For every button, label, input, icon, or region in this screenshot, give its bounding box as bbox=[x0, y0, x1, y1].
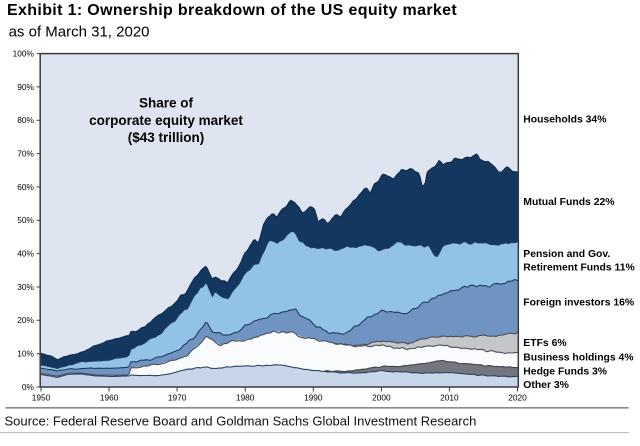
svg-text:corporate equity market: corporate equity market bbox=[89, 113, 243, 128]
svg-text:ETFs 6%: ETFs 6% bbox=[523, 338, 566, 349]
svg-text:Pension and Gov.: Pension and Gov. bbox=[523, 249, 610, 260]
svg-text:20%: 20% bbox=[17, 315, 34, 325]
svg-text:60%: 60% bbox=[17, 182, 34, 192]
svg-text:90%: 90% bbox=[17, 82, 34, 92]
svg-text:1970: 1970 bbox=[168, 393, 187, 403]
svg-text:($43 trillion): ($43 trillion) bbox=[128, 130, 205, 145]
svg-text:0%: 0% bbox=[22, 382, 35, 392]
svg-text:Households 34%: Households 34% bbox=[523, 115, 606, 126]
svg-text:Source: Federal Reserve Board: Source: Federal Reserve Board and Goldma… bbox=[5, 414, 477, 429]
svg-text:80%: 80% bbox=[17, 115, 34, 125]
svg-text:1950: 1950 bbox=[32, 393, 51, 403]
svg-text:70%: 70% bbox=[17, 149, 34, 159]
svg-text:Retirement Funds 11%: Retirement Funds 11% bbox=[523, 263, 634, 274]
svg-text:2010: 2010 bbox=[440, 393, 459, 403]
svg-text:Foreign investors 16%: Foreign investors 16% bbox=[523, 297, 634, 308]
svg-text:1990: 1990 bbox=[304, 393, 323, 403]
svg-text:Exhibit 1: Ownership breakdown: Exhibit 1: Ownership breakdown of the US… bbox=[7, 2, 457, 19]
svg-text:50%: 50% bbox=[17, 215, 34, 225]
svg-text:1980: 1980 bbox=[236, 393, 255, 403]
svg-text:Mutual Funds 22%: Mutual Funds 22% bbox=[523, 197, 614, 208]
svg-text:2000: 2000 bbox=[372, 393, 391, 403]
svg-text:2020: 2020 bbox=[508, 393, 527, 403]
svg-text:Business holdings 4%: Business holdings 4% bbox=[523, 352, 633, 363]
svg-text:30%: 30% bbox=[17, 282, 34, 292]
svg-text:as of March 31, 2020: as of March 31, 2020 bbox=[9, 24, 150, 41]
svg-text:Share of: Share of bbox=[139, 96, 194, 111]
svg-text:10%: 10% bbox=[17, 349, 34, 359]
svg-text:40%: 40% bbox=[17, 249, 34, 259]
svg-text:Other 3%: Other 3% bbox=[523, 380, 569, 391]
svg-text:Hedge Funds 3%: Hedge Funds 3% bbox=[523, 366, 607, 377]
svg-text:100%: 100% bbox=[13, 49, 35, 59]
svg-text:1960: 1960 bbox=[100, 393, 119, 403]
